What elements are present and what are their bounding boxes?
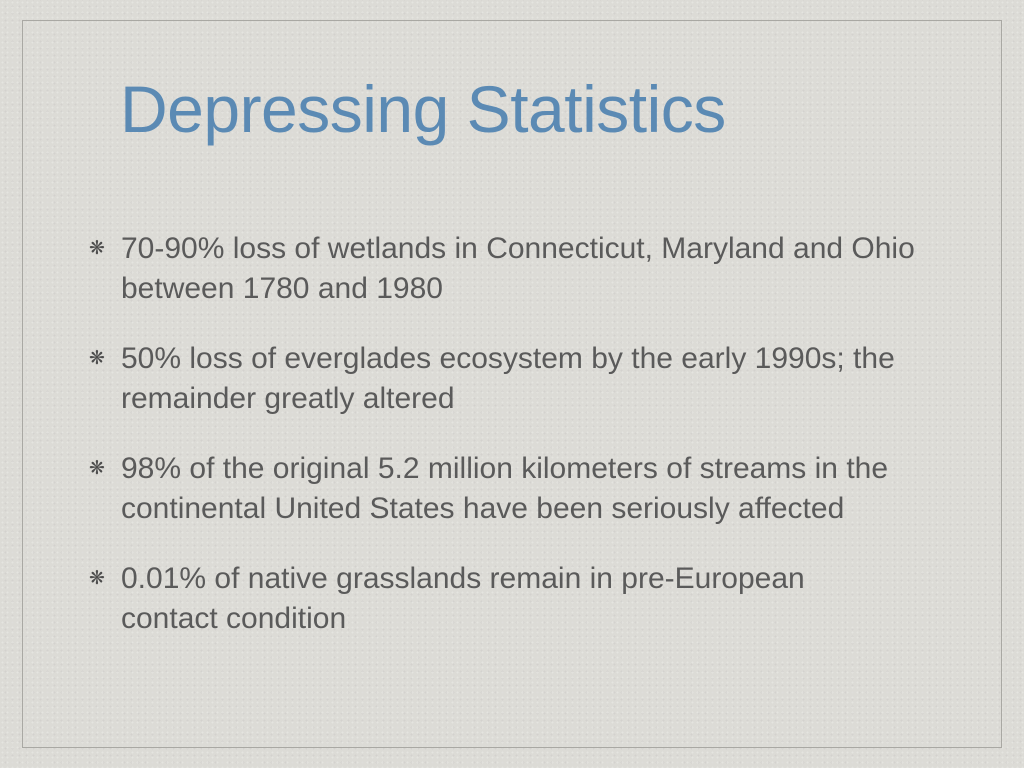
slide-title: Depressing Statistics — [120, 72, 726, 146]
bullet-list: ❋ 70-90% loss of wetlands in Connecticut… — [84, 229, 964, 669]
asterisk-bullet-icon: ❋ — [89, 568, 105, 589]
asterisk-bullet-icon: ❋ — [89, 348, 105, 369]
bullet-item-grasslands: ❋ 0.01% of native grasslands remain in p… — [84, 559, 841, 639]
asterisk-bullet-icon: ❋ — [89, 238, 105, 259]
asterisk-bullet-icon: ❋ — [89, 458, 105, 479]
bullet-text: 98% of the original 5.2 million kilomete… — [121, 452, 889, 525]
bullet-item-wetlands: ❋ 70-90% loss of wetlands in Connecticut… — [84, 229, 951, 309]
slide-frame — [22, 20, 1002, 748]
bullet-text: 70-90% loss of wetlands in Connecticut, … — [121, 232, 915, 305]
bullet-item-everglades: ❋ 50% loss of everglades ecosystem by th… — [84, 339, 931, 419]
bullet-text: 50% loss of everglades ecosystem by the … — [121, 342, 895, 415]
bullet-text: 0.01% of native grasslands remain in pre… — [121, 562, 805, 635]
bullet-item-streams: ❋ 98% of the original 5.2 million kilome… — [84, 449, 911, 529]
